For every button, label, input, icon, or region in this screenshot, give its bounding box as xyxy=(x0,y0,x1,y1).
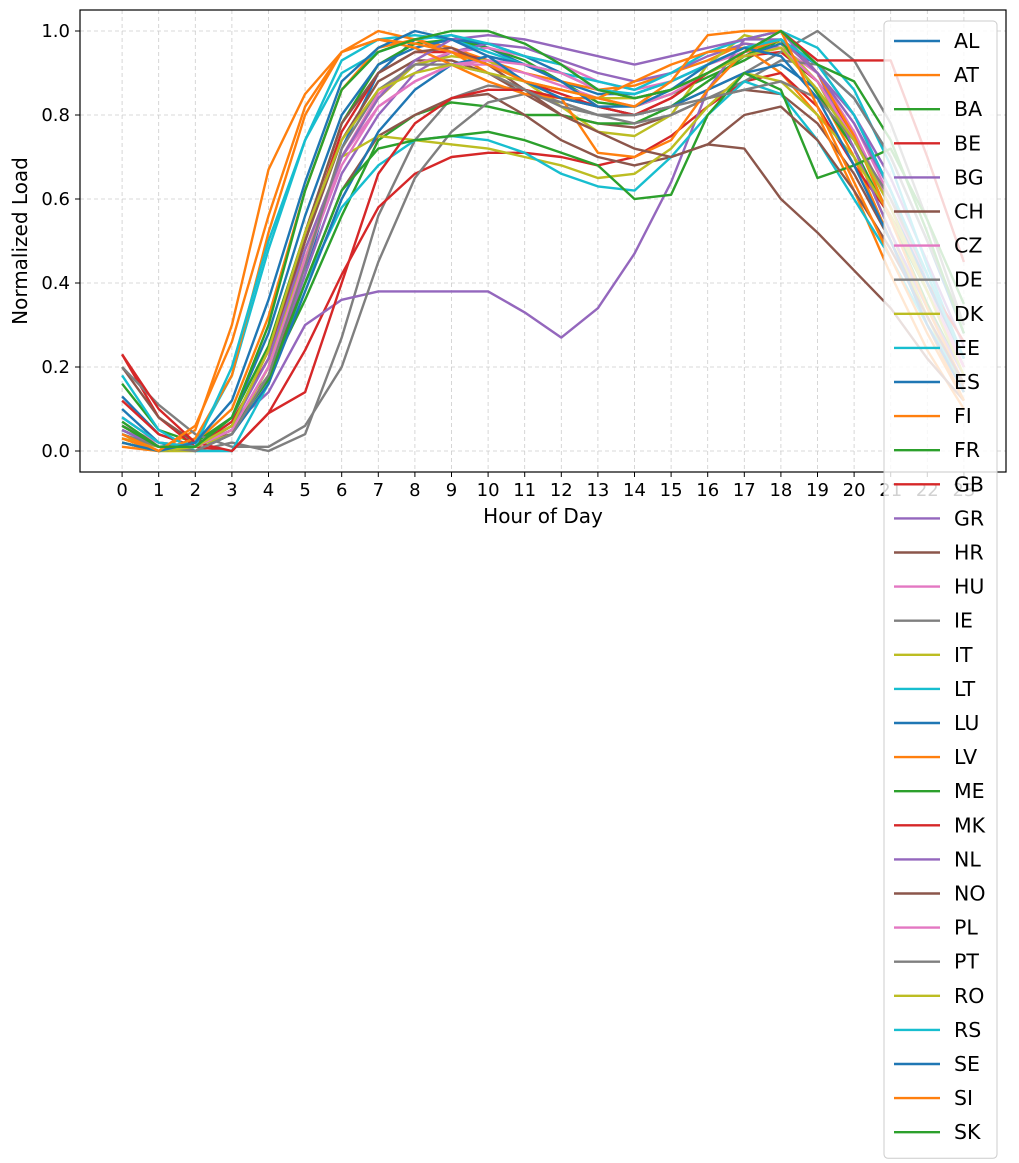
legend-label-gr: GR xyxy=(954,506,984,530)
legend-label-se: SE xyxy=(954,1052,980,1076)
x-tick-label: 15 xyxy=(660,480,683,501)
legend-label-ee: EE xyxy=(954,336,980,360)
legend-label-nl: NL xyxy=(954,847,981,871)
legend-label-ro: RO xyxy=(954,984,984,1008)
legend-label-fi: FI xyxy=(954,404,972,428)
x-tick-label: 13 xyxy=(586,480,609,501)
series-line-sk xyxy=(121,29,966,448)
y-tick-label: 0.8 xyxy=(41,105,70,126)
x-tick-label: 7 xyxy=(373,480,384,501)
legend-label-pt: PT xyxy=(954,950,979,974)
y-axis-title: Normalized Load xyxy=(8,157,32,325)
y-tick-label: 0.0 xyxy=(41,441,70,462)
legend-label-it: IT xyxy=(954,643,973,667)
series-line-me xyxy=(121,71,966,448)
legend-label-hr: HR xyxy=(954,541,984,565)
legend-label-ba: BA xyxy=(954,97,982,121)
legend-label-at: AT xyxy=(954,63,979,87)
plot-frame xyxy=(79,9,1007,473)
legend-label-de: DE xyxy=(954,268,983,292)
legend-label-gb: GB xyxy=(954,472,984,496)
legend-label-me: ME xyxy=(954,779,985,803)
x-tick-label: 16 xyxy=(696,480,719,501)
x-tick-label: 6 xyxy=(336,480,347,501)
legend-label-cz: CZ xyxy=(954,234,982,258)
y-tick-label: 0.4 xyxy=(41,273,70,294)
x-tick-label: 20 xyxy=(843,480,866,501)
legend: AL AT BA BE BG CH CZ DE DK EE ES FI FR GB GR HR HU IE IT LT… xyxy=(883,20,998,1159)
legend-label-rs: RS xyxy=(954,1018,981,1042)
legend-label-no: NO xyxy=(954,882,985,906)
x-tick-label: 8 xyxy=(409,480,420,501)
x-axis-title: Hour of Day xyxy=(483,504,603,528)
legend-label-sk: SK xyxy=(954,1120,981,1144)
x-tick-label: 9 xyxy=(446,480,457,501)
series-line-pt xyxy=(121,63,966,453)
series-line-nl xyxy=(121,34,966,448)
legend-label-lu: LU xyxy=(954,711,979,735)
x-tick-label: 4 xyxy=(263,480,274,501)
x-tick-label: 1 xyxy=(153,480,164,501)
legend-label-ch: CH xyxy=(954,200,984,224)
series-line-pl xyxy=(121,46,965,448)
legend-label-al: AL xyxy=(954,29,980,53)
legend-label-si: SI xyxy=(954,1086,973,1110)
y-tick-label: 0.6 xyxy=(41,189,70,210)
legend-label-bg: BG xyxy=(954,165,984,189)
legend-label-pl: PL xyxy=(954,916,978,940)
x-tick-label: 3 xyxy=(226,480,237,501)
legend-box xyxy=(883,20,998,1159)
series-line-mk xyxy=(121,29,966,453)
legend-label-es: ES xyxy=(954,370,980,394)
x-tick-label: 0 xyxy=(116,480,127,501)
x-tick-label: 11 xyxy=(513,480,536,501)
series-line-lv xyxy=(121,38,965,453)
legend-label-fr: FR xyxy=(954,438,980,462)
legend-label-lv: LV xyxy=(954,745,977,769)
x-tick-label: 5 xyxy=(299,480,310,501)
legend-label-mk: MK xyxy=(954,813,986,837)
y-tick-label: 1.0 xyxy=(41,21,70,42)
x-tick-label: 19 xyxy=(806,480,829,501)
x-tick-label: 17 xyxy=(733,480,756,501)
x-tick-label: 12 xyxy=(550,480,573,501)
x-tick-label: 14 xyxy=(623,480,646,501)
y-tick-label: 0.2 xyxy=(41,357,70,378)
series-line-rs xyxy=(121,34,966,448)
series-line-si xyxy=(121,29,965,453)
x-tick-label: 2 xyxy=(190,480,201,501)
legend-label-ie: IE xyxy=(954,609,973,633)
legend-label-lt: LT xyxy=(954,677,976,701)
series-line-se xyxy=(121,29,965,453)
legend-label-hu: HU xyxy=(954,575,984,599)
x-tick-label: 10 xyxy=(477,480,500,501)
legend-label-dk: DK xyxy=(954,302,984,326)
series-lines xyxy=(121,29,966,453)
legend-label-be: BE xyxy=(954,131,981,155)
x-tick-label: 18 xyxy=(769,480,792,501)
